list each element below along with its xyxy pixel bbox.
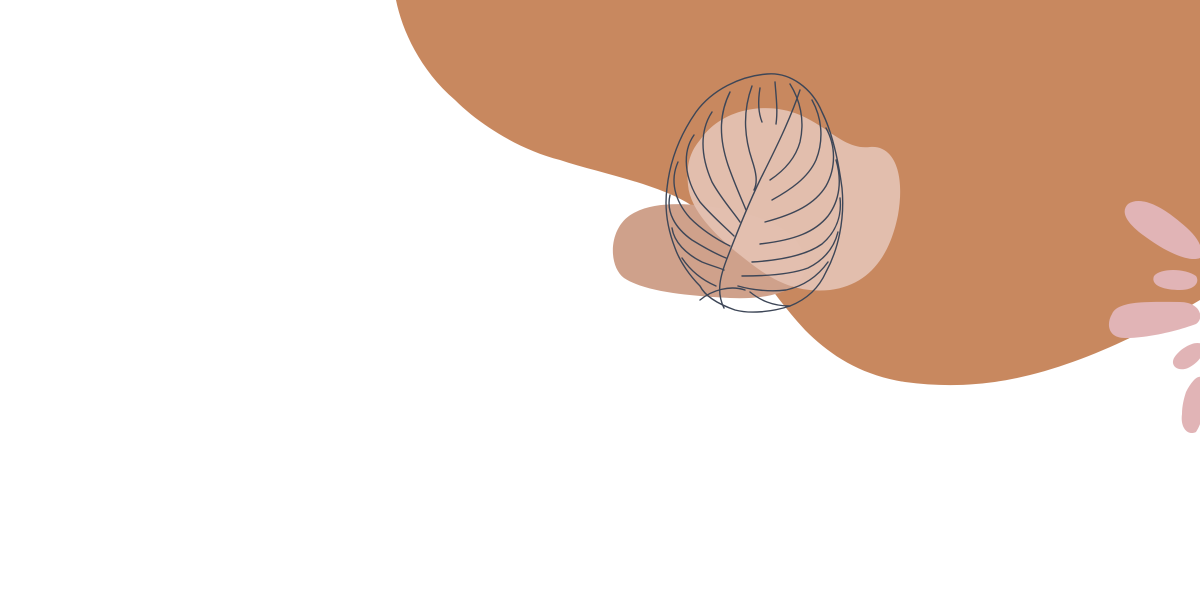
pink-petal-sprigs [1108,201,1200,433]
monstera-leaf-line-art [665,73,844,313]
light-peach-blob [687,108,901,291]
